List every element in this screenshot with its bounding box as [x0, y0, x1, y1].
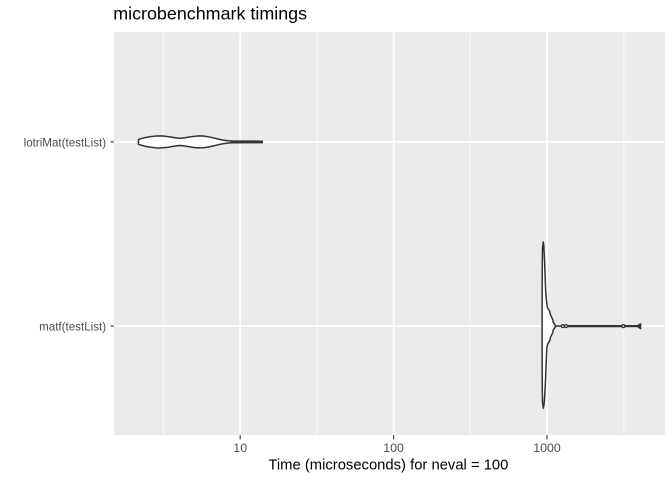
svg-text:lotriMat(testList): lotriMat(testList) — [24, 136, 107, 149]
svg-text:10: 10 — [233, 441, 247, 455]
svg-text:100: 100 — [383, 441, 404, 455]
svg-text:microbenchmark timings: microbenchmark timings — [113, 4, 307, 24]
svg-text:Time (microseconds) for neval: Time (microseconds) for neval = 100 — [268, 457, 508, 473]
svg-text:matf(testList): matf(testList) — [39, 321, 106, 334]
svg-text:1000: 1000 — [533, 441, 561, 455]
